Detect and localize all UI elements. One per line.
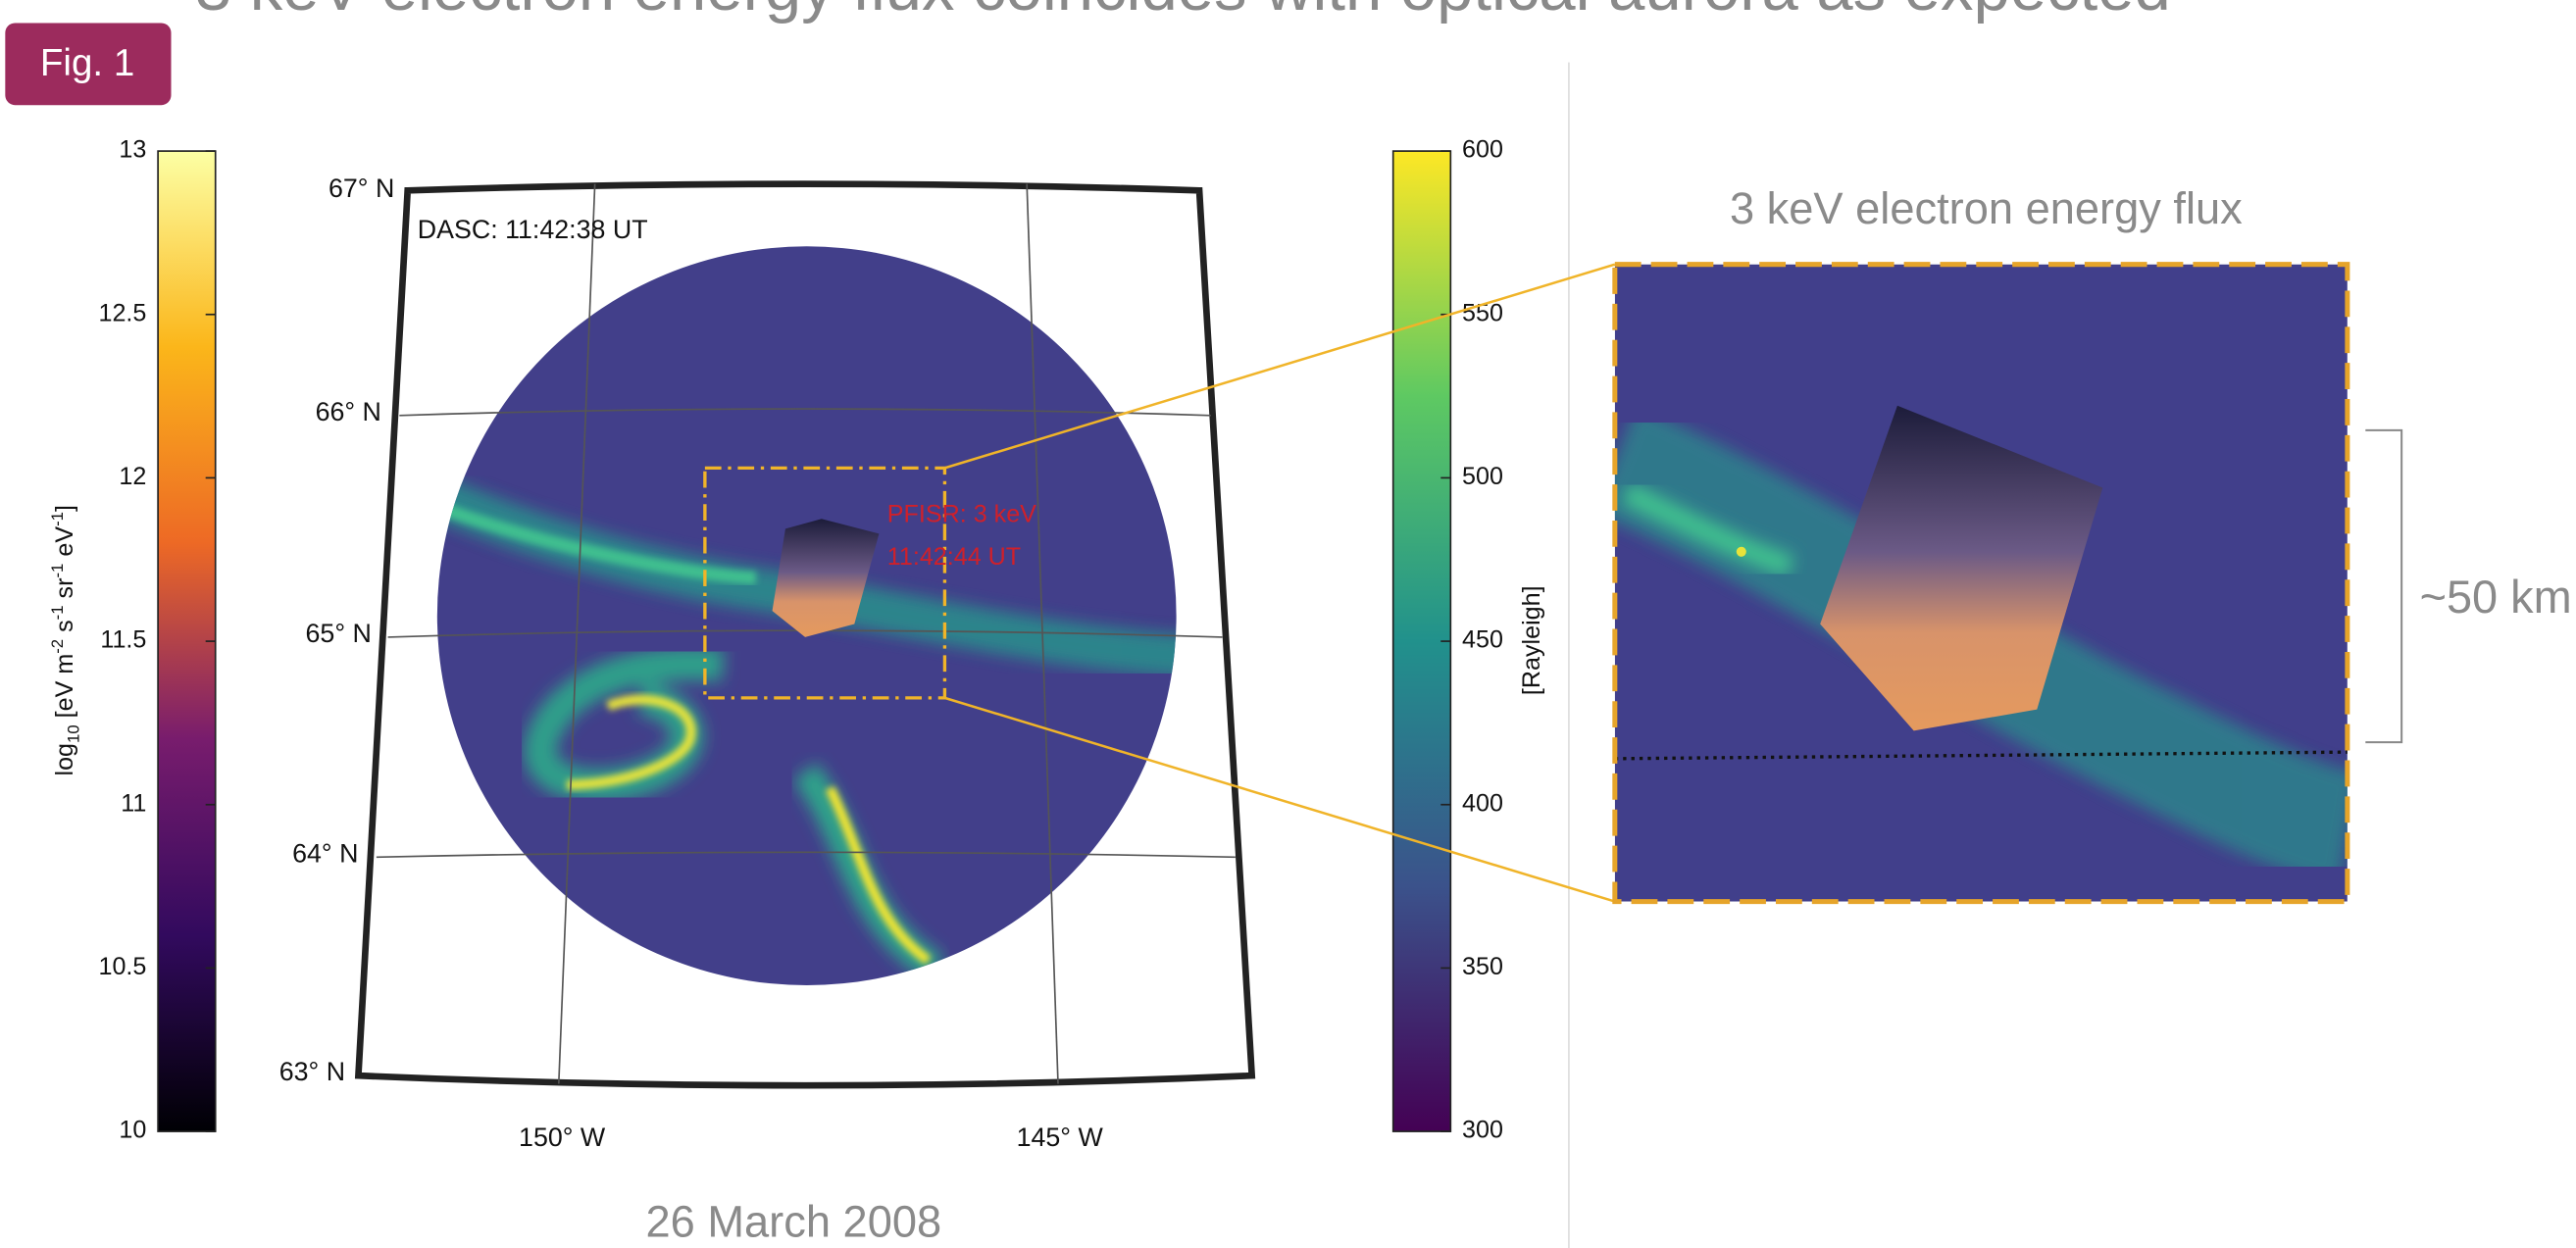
label-part: [eV m [51, 654, 78, 725]
label-part: -1 [48, 564, 67, 578]
lon-label: 145° W [1017, 1123, 1104, 1152]
label-part: -1 [48, 512, 67, 526]
slide: 3 keV electron energy flux coincides wit… [0, 0, 2576, 1248]
scale-bracket [2365, 430, 2401, 742]
lon-label: 150° W [519, 1123, 606, 1152]
label-part: sr [51, 578, 78, 606]
label-part: -1 [48, 605, 67, 620]
map-timestamp: DASC: 11:42:38 UT [418, 215, 648, 244]
tick-label: 10 [119, 1117, 146, 1144]
lat-label: 66° N [316, 397, 381, 426]
star [1737, 547, 1746, 557]
label-part: log [51, 743, 78, 776]
zoom-title: 3 keV electron energy flux [1730, 183, 2243, 233]
lat-label: 63° N [279, 1057, 345, 1086]
zoom-image [1615, 265, 2349, 902]
scale-label: ~50 km [2420, 572, 2572, 623]
tick-label: 13 [119, 136, 146, 164]
lat-label: 65° N [306, 619, 372, 648]
tick-label: 11.5 [100, 626, 146, 654]
inset-label: PFISR: 3 keV [887, 501, 1036, 528]
label-part: ] [51, 505, 78, 512]
tick-label: 11 [121, 789, 146, 817]
slide-title: 3 keV electron energy flux coincides wit… [195, 0, 2171, 25]
label-part: s [51, 620, 78, 639]
tick-label: 12 [119, 463, 146, 490]
inset-label: 11:42:44 UT [887, 543, 1021, 571]
date: 26 March 2008 [645, 1196, 941, 1246]
tick-label: 600 [1462, 136, 1503, 164]
label-part: -2 [48, 639, 67, 654]
label-part: 10 [65, 724, 83, 743]
colorbar-label: log10 [eV m-2 s-1 sr-1 eV-1] [48, 505, 83, 775]
tick-label: 450 [1462, 626, 1503, 654]
tick-label: 10.5 [99, 953, 147, 980]
page: {"title":"3 keV electron energy flux coi… [0, 0, 2576, 1248]
tick-label: 12.5 [99, 299, 147, 326]
label-part: eV [51, 526, 78, 564]
badge-text: Fig. 1 [40, 42, 134, 84]
lat-label: 67° N [328, 174, 394, 203]
tick-label: 400 [1462, 789, 1503, 817]
lat-label: 64° N [292, 838, 358, 868]
tick-label: 500 [1462, 463, 1503, 490]
colorbar-label: [Rayleigh] [1518, 585, 1545, 695]
tick-label: 300 [1462, 1117, 1503, 1144]
tick-label: 350 [1462, 953, 1503, 980]
